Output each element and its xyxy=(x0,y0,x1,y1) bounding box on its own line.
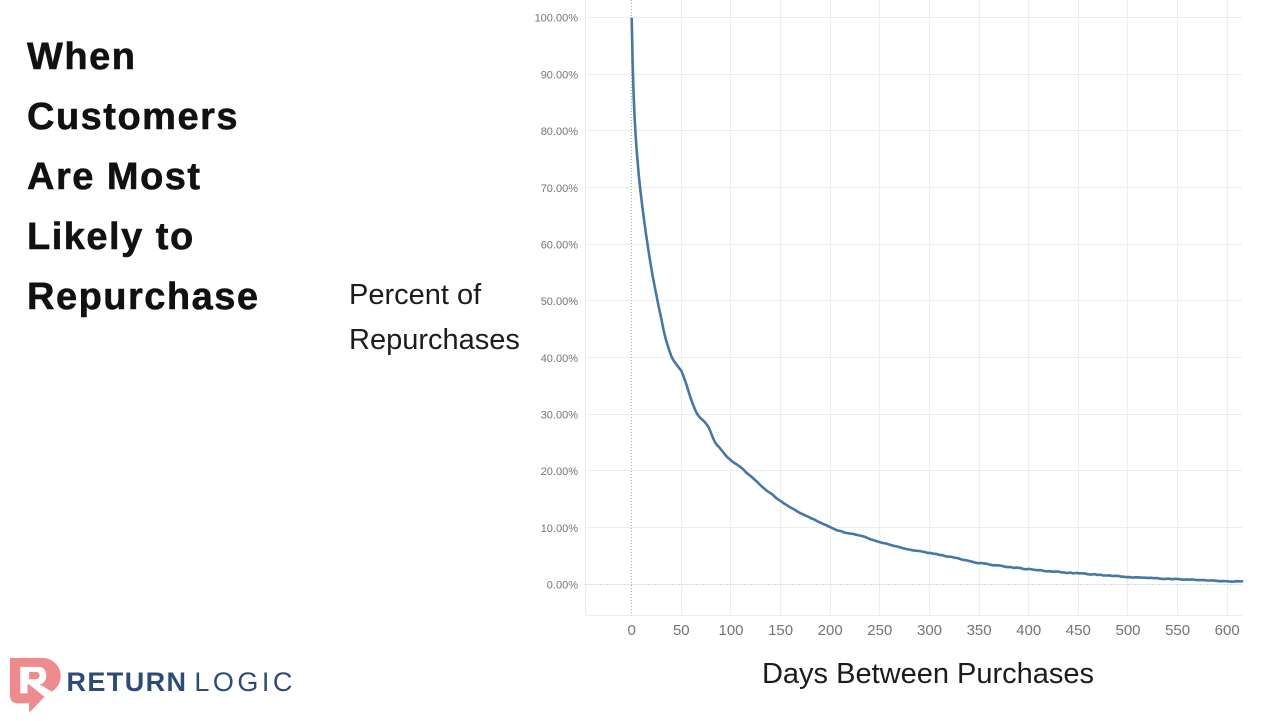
svg-text:90.00%: 90.00% xyxy=(541,69,579,81)
svg-text:10.00%: 10.00% xyxy=(541,523,579,535)
svg-text:20.00%: 20.00% xyxy=(541,466,579,478)
svg-text:50: 50 xyxy=(673,622,690,639)
svg-text:200: 200 xyxy=(818,622,843,639)
svg-text:50.00%: 50.00% xyxy=(541,296,579,308)
svg-text:350: 350 xyxy=(967,622,992,639)
svg-text:600: 600 xyxy=(1215,622,1240,639)
svg-text:300: 300 xyxy=(917,622,942,639)
svg-text:100.00%: 100.00% xyxy=(535,13,579,25)
svg-text:100: 100 xyxy=(718,622,743,639)
svg-text:0.00%: 0.00% xyxy=(547,580,578,592)
svg-text:70.00%: 70.00% xyxy=(541,183,579,195)
svg-text:500: 500 xyxy=(1115,622,1140,639)
svg-text:400: 400 xyxy=(1016,622,1041,639)
svg-text:550: 550 xyxy=(1165,622,1190,639)
svg-text:0: 0 xyxy=(628,622,636,639)
svg-text:250: 250 xyxy=(867,622,892,639)
svg-text:450: 450 xyxy=(1066,622,1091,639)
svg-text:150: 150 xyxy=(768,622,793,639)
svg-text:80.00%: 80.00% xyxy=(541,126,579,138)
svg-text:40.00%: 40.00% xyxy=(541,353,579,365)
svg-text:60.00%: 60.00% xyxy=(541,240,579,252)
svg-text:Days Between Purchases: Days Between Purchases xyxy=(762,658,1094,690)
svg-text:30.00%: 30.00% xyxy=(541,410,579,422)
